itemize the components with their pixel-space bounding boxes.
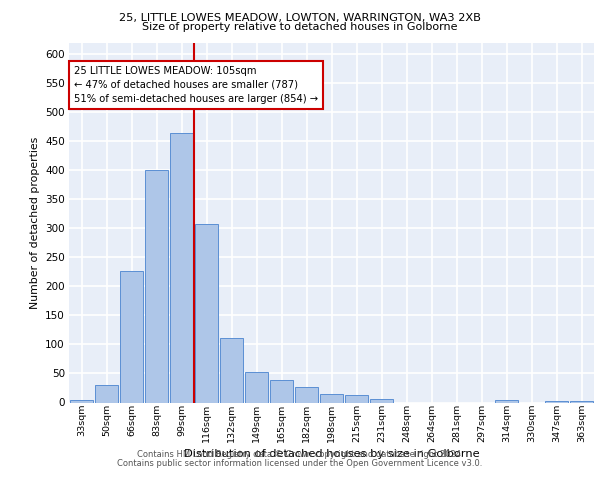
- Bar: [195, 224, 218, 402]
- Bar: [545, 401, 568, 402]
- Bar: [320, 394, 343, 402]
- Text: 25, LITTLE LOWES MEADOW, LOWTON, WARRINGTON, WA3 2XB: 25, LITTLE LOWES MEADOW, LOWTON, WARRING…: [119, 12, 481, 22]
- Bar: [495, 400, 518, 402]
- Bar: [245, 372, 268, 402]
- Text: Size of property relative to detached houses in Golborne: Size of property relative to detached ho…: [142, 22, 458, 32]
- Bar: [270, 380, 293, 402]
- Bar: [295, 387, 318, 402]
- Bar: [345, 395, 368, 402]
- Bar: [120, 270, 143, 402]
- Text: 25 LITTLE LOWES MEADOW: 105sqm
← 47% of detached houses are smaller (787)
51% of: 25 LITTLE LOWES MEADOW: 105sqm ← 47% of …: [74, 66, 319, 104]
- Text: Contains public sector information licensed under the Open Government Licence v3: Contains public sector information licen…: [118, 458, 482, 468]
- Bar: [570, 401, 593, 402]
- Bar: [70, 400, 93, 402]
- Bar: [370, 399, 393, 402]
- Bar: [170, 132, 193, 402]
- Bar: [220, 338, 243, 402]
- Y-axis label: Number of detached properties: Number of detached properties: [29, 136, 40, 308]
- X-axis label: Distribution of detached houses by size in Golborne: Distribution of detached houses by size …: [184, 450, 479, 460]
- Bar: [95, 384, 118, 402]
- Bar: [145, 170, 168, 402]
- Text: Contains HM Land Registry data © Crown copyright and database right 2024.: Contains HM Land Registry data © Crown c…: [137, 450, 463, 459]
